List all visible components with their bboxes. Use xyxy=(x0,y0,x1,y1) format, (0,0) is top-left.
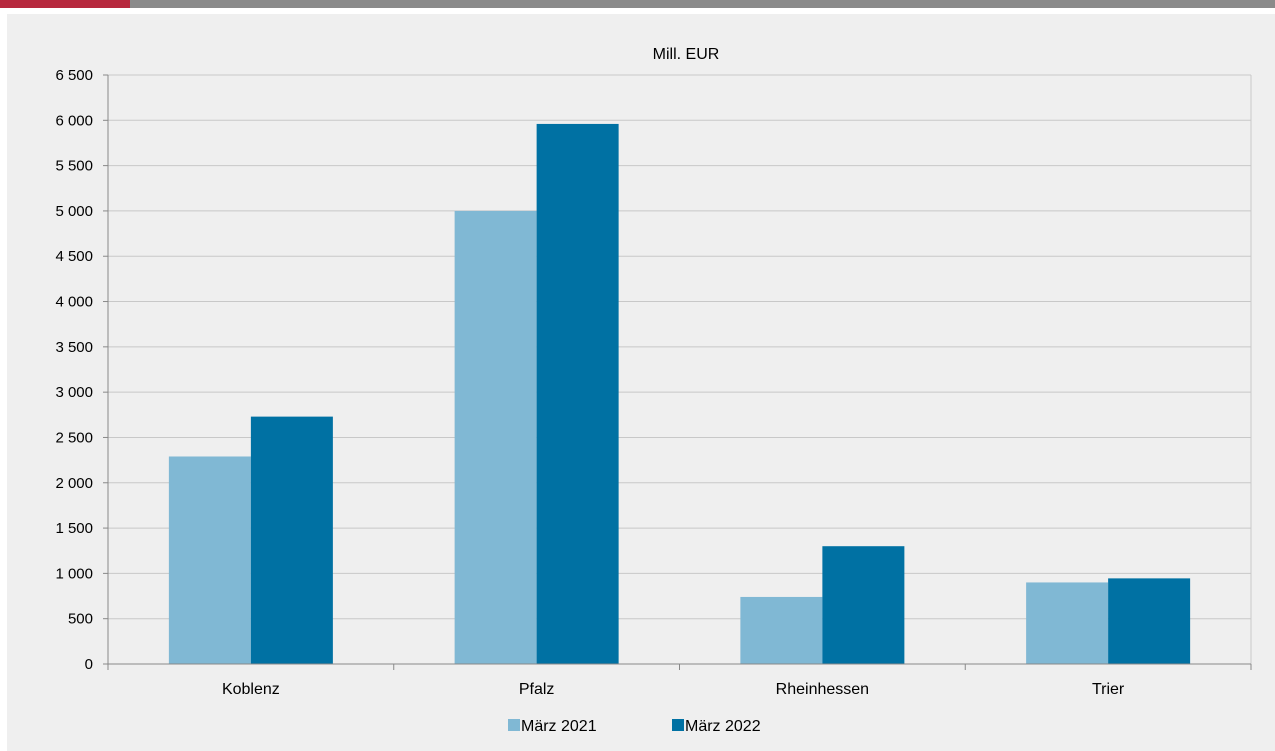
y-tick-label: 6 500 xyxy=(55,67,93,84)
bar-koblenz-series-1 xyxy=(168,456,251,664)
y-axis-tick-labels: 0 500 1 000 1 500 2 000 2 500 3 000 3 500 4 000 4… xyxy=(55,67,93,673)
legend: März 2021 März 2022 xyxy=(508,718,761,735)
axis-layer xyxy=(107,75,1252,670)
bar-trier-series-1 xyxy=(1026,582,1109,664)
y-tick-label: 5 500 xyxy=(55,158,93,175)
legend-swatch-series-2 xyxy=(672,719,684,731)
header-accent xyxy=(0,0,130,8)
y-tick-label: 0 xyxy=(85,656,93,673)
y-tick-label: 5 000 xyxy=(55,203,93,220)
y-tick-label: 2 500 xyxy=(55,429,93,446)
y-tick-label: 6 000 xyxy=(55,112,93,129)
bar-layer xyxy=(168,123,1191,664)
y-tick-label: 1 500 xyxy=(55,520,93,537)
bar-rheinhessen-series-1 xyxy=(740,596,823,664)
bar-koblenz-series-2 xyxy=(250,416,333,664)
x-tick-label: Pfalz xyxy=(519,681,555,698)
legend-swatch-series-1 xyxy=(508,719,520,731)
y-tick-label: 3 000 xyxy=(55,384,93,401)
x-tick-label: Trier xyxy=(1092,681,1125,698)
chart-title: Mill. EUR xyxy=(653,46,720,63)
bar-pfalz-series-2 xyxy=(536,123,619,664)
legend-label-series-1: März 2021 xyxy=(521,718,597,735)
y-tick-label: 4 500 xyxy=(55,248,93,265)
x-tick-label: Rheinhessen xyxy=(776,681,869,698)
y-tick-label: 4 000 xyxy=(55,294,93,311)
bar-pfalz-series-1 xyxy=(454,210,537,664)
bar-trier-series-2 xyxy=(1108,578,1191,664)
x-tick-label: Koblenz xyxy=(222,681,280,698)
y-tick-label: 2 000 xyxy=(55,475,93,492)
y-tick-label: 1 000 xyxy=(55,565,93,582)
x-axis-tick-labels: Koblenz Pfalz Rheinhessen Trier xyxy=(222,681,1125,698)
bar-rheinhessen-series-2 xyxy=(822,546,905,664)
header-bar xyxy=(0,0,1275,8)
legend-label-series-2: März 2022 xyxy=(685,718,761,735)
y-tick-label: 3 500 xyxy=(55,339,93,356)
y-tick-label: 500 xyxy=(68,611,93,628)
